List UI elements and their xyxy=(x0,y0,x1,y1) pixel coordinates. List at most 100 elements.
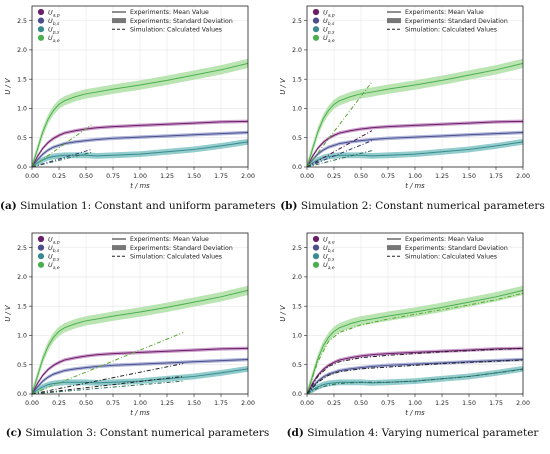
x-tick-label: 1.25 xyxy=(435,173,449,180)
mean-line xyxy=(31,358,249,395)
simulation-line xyxy=(306,359,524,395)
x-tick-label: 1.25 xyxy=(435,400,449,407)
chart-d: 0.00 0.25 0.50 0.75 1.00 1.25 1.50 1.75 2.00 0.0 0… xyxy=(279,232,530,417)
simulation-line xyxy=(31,148,92,168)
x-tick-label: 2.00 xyxy=(516,400,530,407)
caption-text: Simulation 1: Constant and uniform param… xyxy=(20,200,276,212)
x-tick-label: 0.75 xyxy=(106,400,120,407)
legend-label: Ua,p xyxy=(323,8,335,18)
mean-line xyxy=(306,141,524,168)
y-tick-label: 1.5 xyxy=(292,303,302,310)
legend-style-label: Simulation: Calculated Values xyxy=(130,26,222,33)
legend-label: Up,s xyxy=(48,26,60,36)
x-tick-label: 0.25 xyxy=(327,400,341,407)
legend-marker xyxy=(312,26,320,33)
std-band xyxy=(32,365,248,394)
mean-line xyxy=(31,131,249,168)
x-tick-label: 2.00 xyxy=(241,400,255,407)
legend-marker xyxy=(37,253,45,260)
x-tick-label: 1.25 xyxy=(160,173,174,180)
caption-text: Simulation 3: Constant numerical paramet… xyxy=(25,427,270,439)
caption-tag: (a) xyxy=(0,200,17,212)
y-tick-label: 0.0 xyxy=(292,391,302,398)
legend-style-label: Simulation: Calculated Values xyxy=(405,253,497,260)
y-tick-label: 2.5 xyxy=(17,245,27,252)
legend-marker xyxy=(312,235,320,243)
legend-label: Up,s xyxy=(323,26,335,36)
x-tick-label: 0.50 xyxy=(79,400,93,407)
legend-style-label: Experiments: Standard Deviation xyxy=(405,245,508,252)
y-tick-label: 2.5 xyxy=(292,245,302,252)
y-tick-label: 0.5 xyxy=(292,135,302,142)
x-axis-label: t / ms xyxy=(130,182,150,190)
y-tick-label: 2.0 xyxy=(17,274,27,281)
y-tick-label: 0.0 xyxy=(17,164,27,171)
chart-c: 0.00 0.25 0.50 0.75 1.00 1.25 1.50 1.75 2.00 0.0 0… xyxy=(4,232,255,417)
x-tick-label: 1.75 xyxy=(214,400,228,407)
legend-label: Ua,e xyxy=(323,261,335,271)
legend-style-label: Experiments: Mean Value xyxy=(130,236,209,243)
legend-std-swatch xyxy=(112,245,126,251)
x-tick-label: 0.75 xyxy=(106,173,120,180)
legend-marker xyxy=(37,8,45,16)
y-tick-label: 2.0 xyxy=(292,274,302,281)
y-tick-label: 1.5 xyxy=(17,303,27,310)
legend-marker xyxy=(37,235,45,243)
chart-b: 0.00 0.25 0.50 0.75 1.00 1.25 1.50 1.75 2.00 0.0 0… xyxy=(279,5,530,190)
caption-d: (d) Simulation 4: Varying numerical para… xyxy=(275,427,550,439)
y-tick-label: 0.5 xyxy=(17,362,27,369)
mean-line xyxy=(31,62,249,168)
legend-marker xyxy=(312,34,320,41)
mean-line xyxy=(31,289,249,395)
caption-c: (c) Simulation 3: Constant numerical par… xyxy=(0,427,275,439)
x-tick-label: 0.25 xyxy=(52,173,66,180)
simulation-line xyxy=(306,150,372,168)
y-tick-label: 2.0 xyxy=(17,47,27,54)
simulation-line xyxy=(31,332,184,395)
x-tick-label: 1.50 xyxy=(187,400,201,407)
std-band xyxy=(32,130,248,167)
legend-style-label: Experiments: Mean Value xyxy=(405,9,484,16)
y-tick-label: 2.0 xyxy=(292,47,302,54)
caption-a: (a) Simulation 1: Constant and uniform p… xyxy=(0,200,276,212)
x-tick-label: 1.50 xyxy=(462,400,476,407)
y-tick-label: 1.0 xyxy=(292,106,302,113)
caption-tag: (c) xyxy=(5,427,23,439)
legend-std-swatch xyxy=(387,18,401,24)
legend-marker xyxy=(37,26,45,33)
legend-marker xyxy=(37,34,45,41)
legend-marker xyxy=(312,8,320,16)
std-band xyxy=(307,357,523,394)
legend-label: Ub,s xyxy=(48,17,60,27)
panel-b: 0.00 0.25 0.50 0.75 1.00 1.25 1.50 1.75 2.00 0.0 0… xyxy=(275,0,550,227)
legend-label: Ua,e xyxy=(323,235,335,245)
legend-style-label: Simulation: Calculated Values xyxy=(130,253,222,260)
std-band xyxy=(32,138,248,167)
x-tick-label: 0.50 xyxy=(354,173,368,180)
legend-marker xyxy=(312,261,320,268)
x-tick-label: 1.00 xyxy=(133,173,147,180)
x-tick-label: 0.00 xyxy=(25,173,39,180)
legend: Ua,pUb,sUp,sUa,e Experiments: Mean Value E… xyxy=(37,235,233,271)
std-band xyxy=(307,138,523,167)
y-tick-label: 1.0 xyxy=(17,106,27,113)
mean-line xyxy=(31,141,249,168)
legend-label: Up,s xyxy=(48,253,60,263)
y-tick-label: 1.0 xyxy=(17,333,27,340)
mean-line xyxy=(306,358,524,395)
legend-label: Ua,e xyxy=(323,34,335,44)
simulation-line xyxy=(31,375,184,395)
x-tick-label: 0.00 xyxy=(300,400,314,407)
caption-tag: (b) xyxy=(280,200,298,212)
legend: Ua,pUb,sUp,sUa,e Experiments: Mean Value E… xyxy=(312,8,508,44)
caption-text: Simulation 4: Varying numerical paramete… xyxy=(307,427,539,439)
y-tick-label: 1.5 xyxy=(17,76,27,83)
legend-marker xyxy=(37,244,45,251)
x-tick-label: 1.00 xyxy=(408,400,422,407)
legend-style-label: Experiments: Mean Value xyxy=(130,9,209,16)
mean-line xyxy=(306,120,524,168)
x-axis-label: t / ms xyxy=(405,182,425,190)
y-tick-label: 0.5 xyxy=(17,135,27,142)
caption-text: Simulation 2: Constant numerical paramet… xyxy=(300,200,545,212)
